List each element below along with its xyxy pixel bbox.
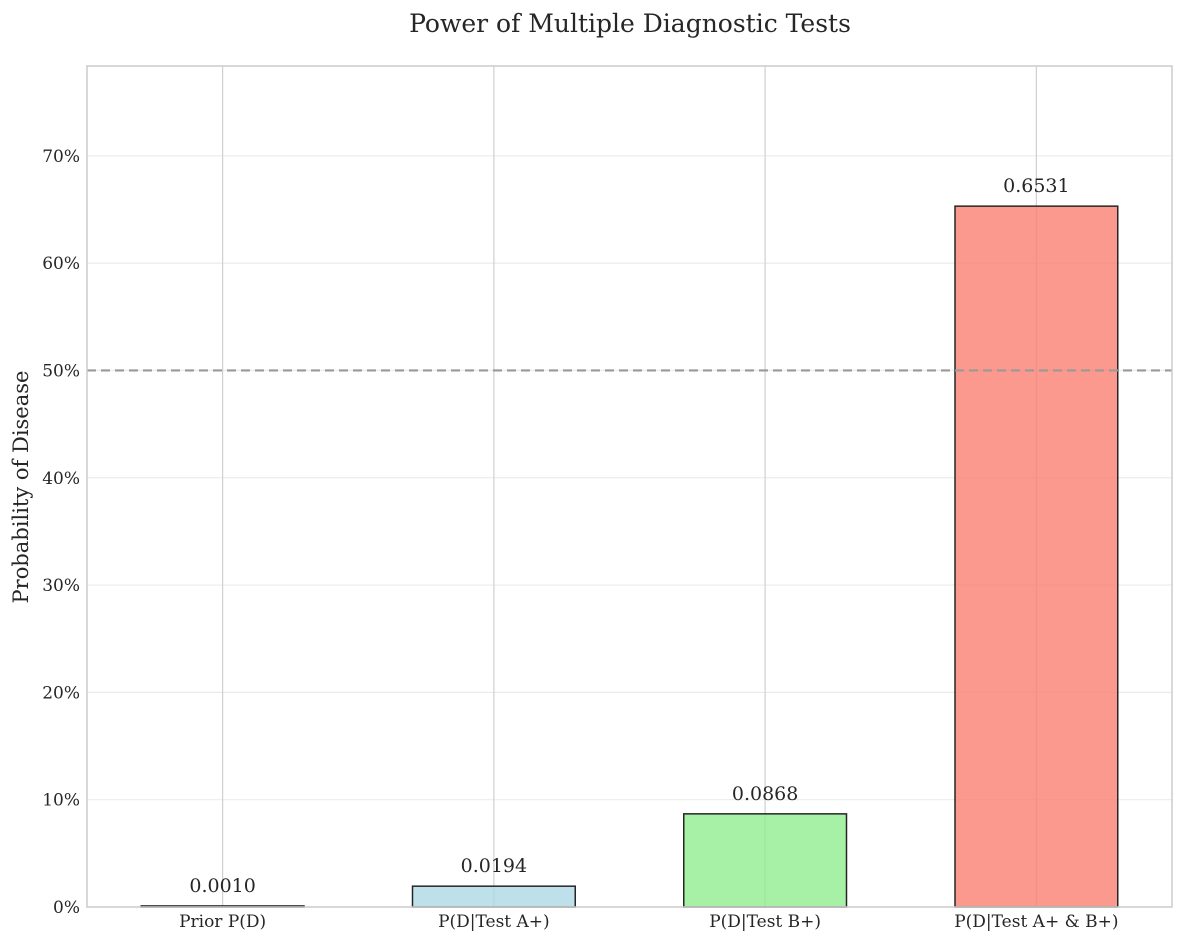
x-tick-label: P(D|Test A+) <box>438 912 550 932</box>
labels: 0% 10% 20% 30% 40% 50% 60% 70% 0.0010 Prior P(D) 0… <box>42 147 1118 932</box>
bars <box>140 205 1119 908</box>
y-tick-label: 40% <box>42 469 80 489</box>
y-tick-label: 0% <box>53 898 80 918</box>
chart-title: Power of Multiple Diagnostic Tests <box>409 9 851 38</box>
x-tick-label: P(D|Test A+ & B+) <box>954 912 1118 932</box>
y-tick-label: 30% <box>42 576 80 596</box>
data-label: 0.0010 <box>189 875 255 897</box>
y-tick-label: 50% <box>42 361 80 381</box>
y-tick-label: 20% <box>42 683 80 703</box>
y-axis-label: Probability of Disease <box>9 371 33 604</box>
y-tick-label: 60% <box>42 254 80 274</box>
data-label: 0.6531 <box>1003 175 1069 197</box>
bar <box>683 813 848 908</box>
x-tick-label: Prior P(D) <box>179 912 266 932</box>
y-tick-label: 10% <box>42 791 80 811</box>
x-tick-label: P(D|Test B+) <box>709 912 821 932</box>
plot-frame <box>86 65 1173 908</box>
bar <box>954 205 1119 908</box>
data-label: 0.0194 <box>461 855 527 877</box>
bar <box>411 885 576 908</box>
data-label: 0.0868 <box>732 783 798 805</box>
y-tick-label: 70% <box>42 147 80 167</box>
